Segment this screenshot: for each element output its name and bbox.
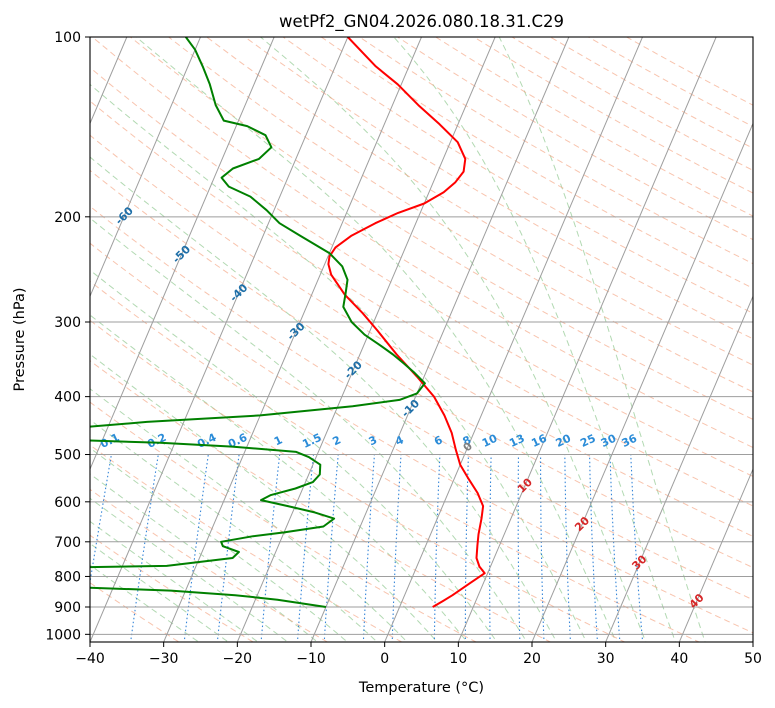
mixing-ratio-line bbox=[362, 454, 375, 642]
moist-adiabat bbox=[90, 353, 438, 642]
isotherm bbox=[90, 37, 349, 642]
mixing-ratio-line bbox=[464, 454, 469, 642]
moist-adiabat bbox=[90, 564, 200, 642]
isotherm bbox=[605, 295, 753, 642]
isotherm-lines bbox=[90, 37, 753, 642]
isotherm bbox=[163, 37, 422, 642]
y-tick-label: 800 bbox=[54, 569, 81, 585]
moist-adiabat bbox=[393, 37, 676, 642]
mixing-ratio-label: 20 bbox=[554, 432, 574, 450]
y-tick-label: 300 bbox=[54, 315, 81, 331]
moist-adiabat bbox=[90, 419, 378, 642]
plot-frame bbox=[89, 36, 754, 643]
isotherm bbox=[310, 37, 570, 642]
isotherm bbox=[384, 37, 643, 642]
moist-adiabat bbox=[90, 314, 468, 642]
y-tick-label: 500 bbox=[54, 448, 81, 464]
mixing-ratio-lines bbox=[90, 454, 644, 642]
mixing-ratio-label: 10 bbox=[480, 432, 500, 450]
moist-adiabat bbox=[90, 473, 319, 642]
x-tick-label: 50 bbox=[744, 651, 762, 667]
isotherm bbox=[90, 37, 201, 298]
x-tick-label: 10 bbox=[449, 651, 467, 667]
dry-adiabat bbox=[90, 242, 753, 634]
dry-adiabat bbox=[90, 488, 329, 642]
x-axis-title: Temperature (°C) bbox=[358, 680, 484, 696]
sounding-series bbox=[90, 37, 486, 608]
dry-adiabat bbox=[90, 360, 552, 642]
mixing-ratio-line bbox=[540, 454, 545, 642]
x-tick-label: 30 bbox=[597, 651, 615, 667]
dry-adiabat bbox=[90, 205, 753, 601]
mixing-ratio-label: 30 bbox=[599, 432, 619, 450]
mixing-ratio-line bbox=[296, 454, 315, 642]
mixing-ratio-label: 13 bbox=[507, 432, 526, 450]
isotherm bbox=[457, 37, 717, 642]
mixing-ratio-line bbox=[517, 454, 521, 642]
y-tick-label: 1000 bbox=[45, 627, 81, 643]
x-tick-label: −30 bbox=[149, 651, 179, 667]
moist-adiabat bbox=[90, 542, 230, 642]
x-tick-label: 0 bbox=[380, 651, 389, 667]
isotherm bbox=[531, 122, 753, 642]
mixing-ratio-label: 16 bbox=[529, 432, 549, 450]
moist-adiabat bbox=[90, 217, 528, 642]
y-tick-label: 600 bbox=[54, 495, 81, 511]
dry-adiabat bbox=[90, 134, 753, 537]
isotherm bbox=[90, 37, 275, 471]
moist-adiabat bbox=[90, 447, 349, 642]
moist-adiabat bbox=[90, 156, 558, 642]
isotherm bbox=[236, 37, 496, 642]
moist-adiabat bbox=[90, 388, 408, 642]
mixing-ratio-line bbox=[433, 454, 441, 642]
dry-adiabat bbox=[130, 37, 753, 420]
mixing-ratio-label: 25 bbox=[578, 432, 597, 450]
x-axis: −40 −30 −20 −10 0 10 20 30 40 50 bbox=[75, 642, 762, 667]
x-tick-label: −10 bbox=[296, 651, 326, 667]
temperature-line bbox=[327, 37, 486, 608]
x-tick-label: 40 bbox=[670, 651, 688, 667]
dry-adiabat bbox=[244, 37, 753, 340]
dry-adiabat bbox=[168, 37, 753, 393]
plot-area: 0.10.20.40.611.52346810131620253036-100-… bbox=[90, 37, 753, 642]
y-axis: 100 200 300 400 500 600 700 800 900 1000 bbox=[45, 30, 90, 643]
moist-adiabat bbox=[135, 37, 617, 642]
mixing-ratio-line bbox=[564, 454, 571, 642]
dry-adiabat bbox=[90, 319, 626, 642]
y-axis-title: Pressure (hPa) bbox=[12, 287, 28, 391]
y-tick-label: 700 bbox=[54, 535, 81, 551]
dry-adiabat bbox=[90, 534, 255, 642]
mixing-ratio-line bbox=[391, 454, 402, 642]
mixing-ratio-label: 36 bbox=[620, 432, 640, 450]
dewpoint-line bbox=[90, 37, 426, 608]
moist-adiabat bbox=[260, 37, 647, 642]
mixing-ratio-line bbox=[588, 454, 598, 642]
x-tick-label: −20 bbox=[223, 651, 253, 667]
mixing-ratio-line bbox=[489, 454, 492, 642]
dry-adiabat bbox=[91, 37, 753, 449]
mixing-ratio-line bbox=[260, 454, 281, 642]
mixing-ratio-line bbox=[630, 454, 644, 642]
x-tick-label: −40 bbox=[75, 651, 105, 667]
isotherm bbox=[678, 467, 753, 642]
chart-title: wetPf2_GN04.2026.080.18.31.C29 bbox=[279, 12, 564, 32]
x-tick-label: 20 bbox=[523, 651, 541, 667]
mixing-ratio-line bbox=[609, 454, 621, 642]
y-tick-label: 900 bbox=[54, 600, 81, 616]
dry-adiabat bbox=[282, 37, 753, 314]
moist-adiabat bbox=[90, 269, 498, 642]
y-tick-label: 400 bbox=[54, 390, 81, 406]
y-tick-label: 100 bbox=[54, 30, 81, 46]
isobar-lines bbox=[90, 37, 753, 635]
y-tick-label: 200 bbox=[54, 210, 81, 226]
mixing-ratio-line bbox=[323, 454, 339, 642]
dry-adiabat bbox=[90, 401, 478, 642]
dry-adiabat bbox=[90, 100, 753, 507]
dry-adiabat bbox=[90, 280, 701, 642]
